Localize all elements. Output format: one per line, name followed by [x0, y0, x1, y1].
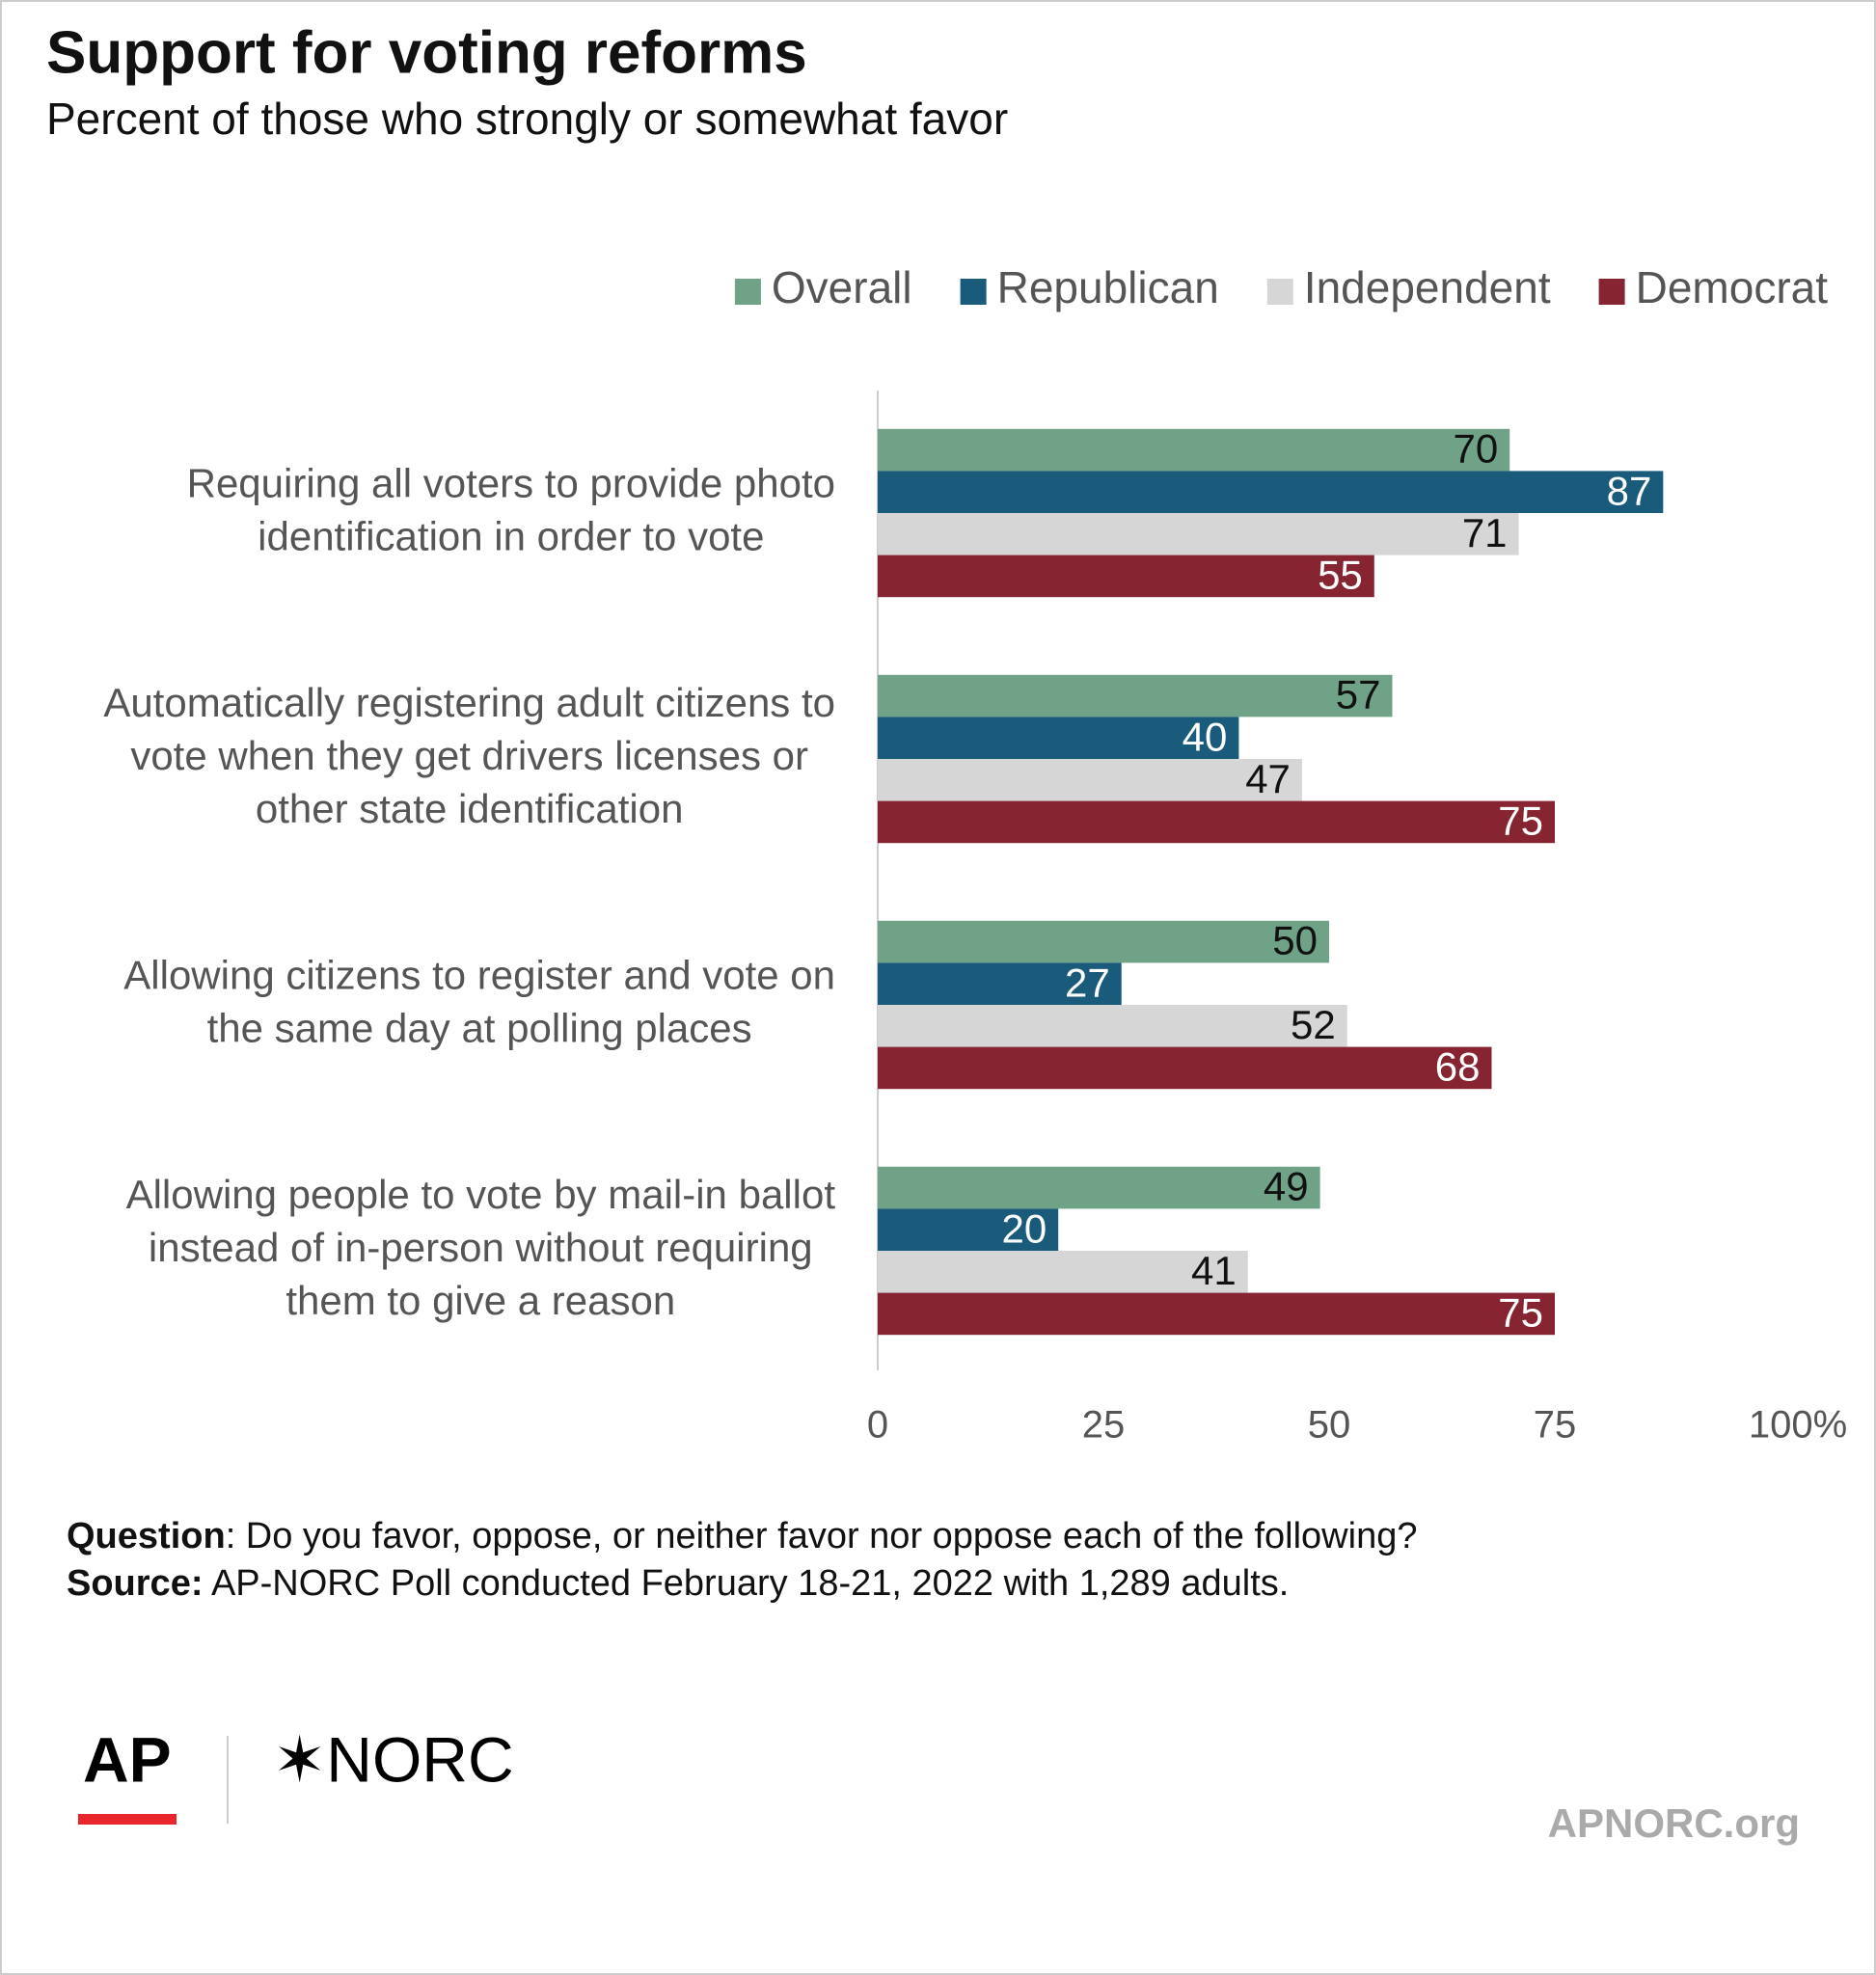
question-label: Question [67, 1516, 226, 1556]
value-label: 20 [1001, 1205, 1047, 1251]
bar [878, 1046, 1492, 1090]
source-text: AP-NORC Poll conducted February 18-21, 2… [203, 1563, 1289, 1604]
bar [878, 674, 1393, 717]
bar [878, 555, 1374, 598]
bar [878, 471, 1664, 513]
value-label: 50 [1272, 918, 1318, 963]
logo-ap-bar [78, 1814, 177, 1825]
website: APNORC.org [1548, 1800, 1800, 1846]
value-label: 71 [1462, 510, 1508, 555]
source-label: Source: [67, 1563, 203, 1604]
bar [878, 962, 1122, 1005]
question-note: Question: Do you favor, oppose, or neith… [67, 1516, 1417, 1556]
chart-subtitle: Percent of those who strongly or somewha… [46, 94, 1008, 144]
category-label: them to give a reason [285, 1278, 675, 1323]
category-label: the same day at polling places [207, 1006, 752, 1051]
bar [878, 759, 1302, 801]
bar [878, 1166, 1320, 1209]
category-label: Allowing citizens to register and vote o… [123, 953, 835, 998]
bar [878, 513, 1519, 555]
category-label: Automatically registering adult citizens… [103, 680, 835, 725]
category-label: other state identification [256, 786, 684, 831]
value-label: 27 [1065, 960, 1110, 1005]
value-label: 55 [1318, 552, 1363, 597]
legend-label: Democrat [1636, 262, 1829, 312]
value-label: 47 [1245, 756, 1291, 801]
value-label: 57 [1336, 672, 1381, 717]
legend-swatch [734, 279, 761, 305]
value-label: 70 [1453, 426, 1498, 472]
x-tick-label: 75 [1534, 1404, 1577, 1447]
category-label: Requiring all voters to provide photo [187, 461, 835, 506]
category-label: vote when they get drivers licenses or [130, 733, 808, 778]
legend-label: Overall [772, 262, 912, 312]
logo-norc: ✶NORC [273, 1723, 514, 1795]
x-tick-label: 100% [1749, 1404, 1847, 1447]
value-label: 75 [1498, 1289, 1543, 1335]
x-tick-label: 0 [867, 1404, 888, 1447]
bar [878, 1005, 1347, 1047]
category-label: Allowing people to vote by mail-in ballo… [126, 1172, 836, 1217]
logo-ap: AP [83, 1723, 172, 1795]
x-tick-label: 25 [1082, 1404, 1126, 1447]
legend-label: Republican [997, 262, 1219, 312]
bar [878, 1208, 1059, 1251]
bar [878, 1292, 1555, 1336]
source-note: Source: AP-NORC Poll conducted February … [67, 1563, 1289, 1604]
value-label: 87 [1607, 468, 1652, 513]
chart-title: Support for voting reforms [46, 19, 807, 86]
bar [878, 717, 1239, 759]
bar [878, 920, 1329, 963]
question-text: : Do you favor, oppose, or neither favor… [226, 1516, 1418, 1556]
legend-label: Independent [1304, 262, 1551, 312]
x-tick-label: 50 [1308, 1404, 1351, 1447]
bar [878, 800, 1555, 844]
legend-swatch [1266, 279, 1293, 305]
value-label: 40 [1183, 714, 1228, 759]
legend-swatch [1598, 279, 1625, 305]
value-label: 68 [1435, 1043, 1481, 1089]
bar [878, 428, 1510, 472]
category-label: identification in order to vote [258, 514, 764, 559]
value-label: 52 [1291, 1002, 1336, 1047]
legend-swatch [960, 279, 987, 305]
category-label: instead of in-person without requiring [149, 1225, 813, 1270]
bar [878, 1251, 1248, 1293]
value-label: 41 [1191, 1248, 1237, 1293]
value-label: 75 [1498, 798, 1543, 843]
value-label: 49 [1264, 1164, 1309, 1209]
